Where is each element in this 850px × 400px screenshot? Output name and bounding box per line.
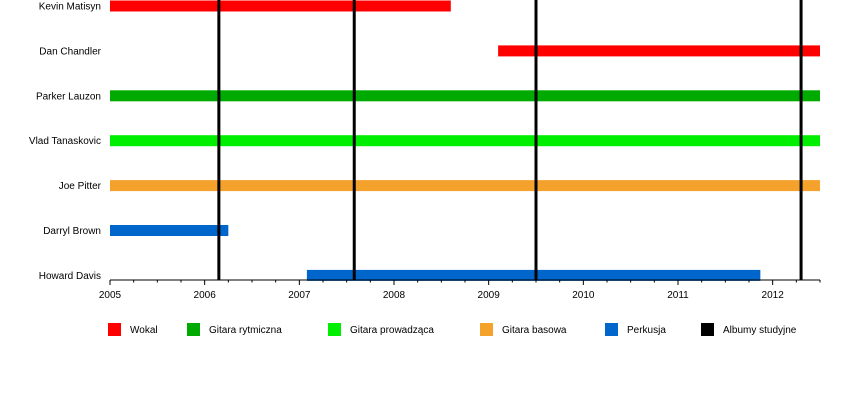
legend: Wokal Gitara rytmiczna Gitara prowadząca Gi… (108, 323, 797, 336)
legend-swatch (701, 323, 714, 336)
member-label: Howard Davis (39, 271, 101, 282)
timeline-bar (110, 90, 820, 102)
albums-layer (217, 0, 803, 280)
legend-label: Wokal (130, 325, 158, 336)
timeline-bar (306, 269, 761, 281)
x-tick-label: 2005 (99, 290, 122, 301)
x-tick-label: 2010 (572, 290, 595, 301)
legend-label: Gitara prowadząca (350, 325, 434, 336)
member-labels: Kevin Matisyn Dan Chandler Parker Lauzon Vl… (29, 2, 102, 282)
legend-label: Perkusja (627, 325, 666, 336)
legend-swatch (328, 323, 341, 336)
timeline-bar (110, 225, 229, 236)
member-label: Kevin Matisyn (39, 2, 101, 13)
member-label: Parker Lauzon (36, 91, 101, 102)
member-label: Vlad Tanaskovic (29, 136, 101, 147)
x-tick-label: 2008 (383, 290, 406, 301)
legend-swatch (187, 323, 200, 336)
x-tick-label: 2007 (288, 290, 311, 301)
legend-swatch (480, 323, 493, 336)
timeline-bar (110, 180, 820, 192)
legend-swatch (605, 323, 618, 336)
member-label: Joe Pitter (59, 181, 102, 192)
x-axis: 2005 2006 2007 2008 2009 2010 2011 2012 (99, 279, 821, 301)
legend-label: Gitara basowa (502, 325, 567, 336)
member-label: Darryl Brown (43, 226, 101, 237)
bars-layer (110, 0, 820, 281)
legend-label: Gitara rytmiczna (209, 325, 282, 336)
timeline-bar (110, 0, 451, 12)
legend-label: Albumy studyjne (723, 325, 797, 336)
timeline-bar (110, 135, 820, 147)
x-tick-label: 2011 (667, 290, 689, 301)
x-tick-label: 2006 (194, 290, 217, 301)
timeline-bar (498, 45, 820, 57)
member-label: Dan Chandler (39, 46, 101, 57)
x-tick-label: 2012 (762, 290, 785, 301)
legend-swatch (108, 323, 121, 336)
x-tick-label: 2009 (478, 290, 501, 301)
